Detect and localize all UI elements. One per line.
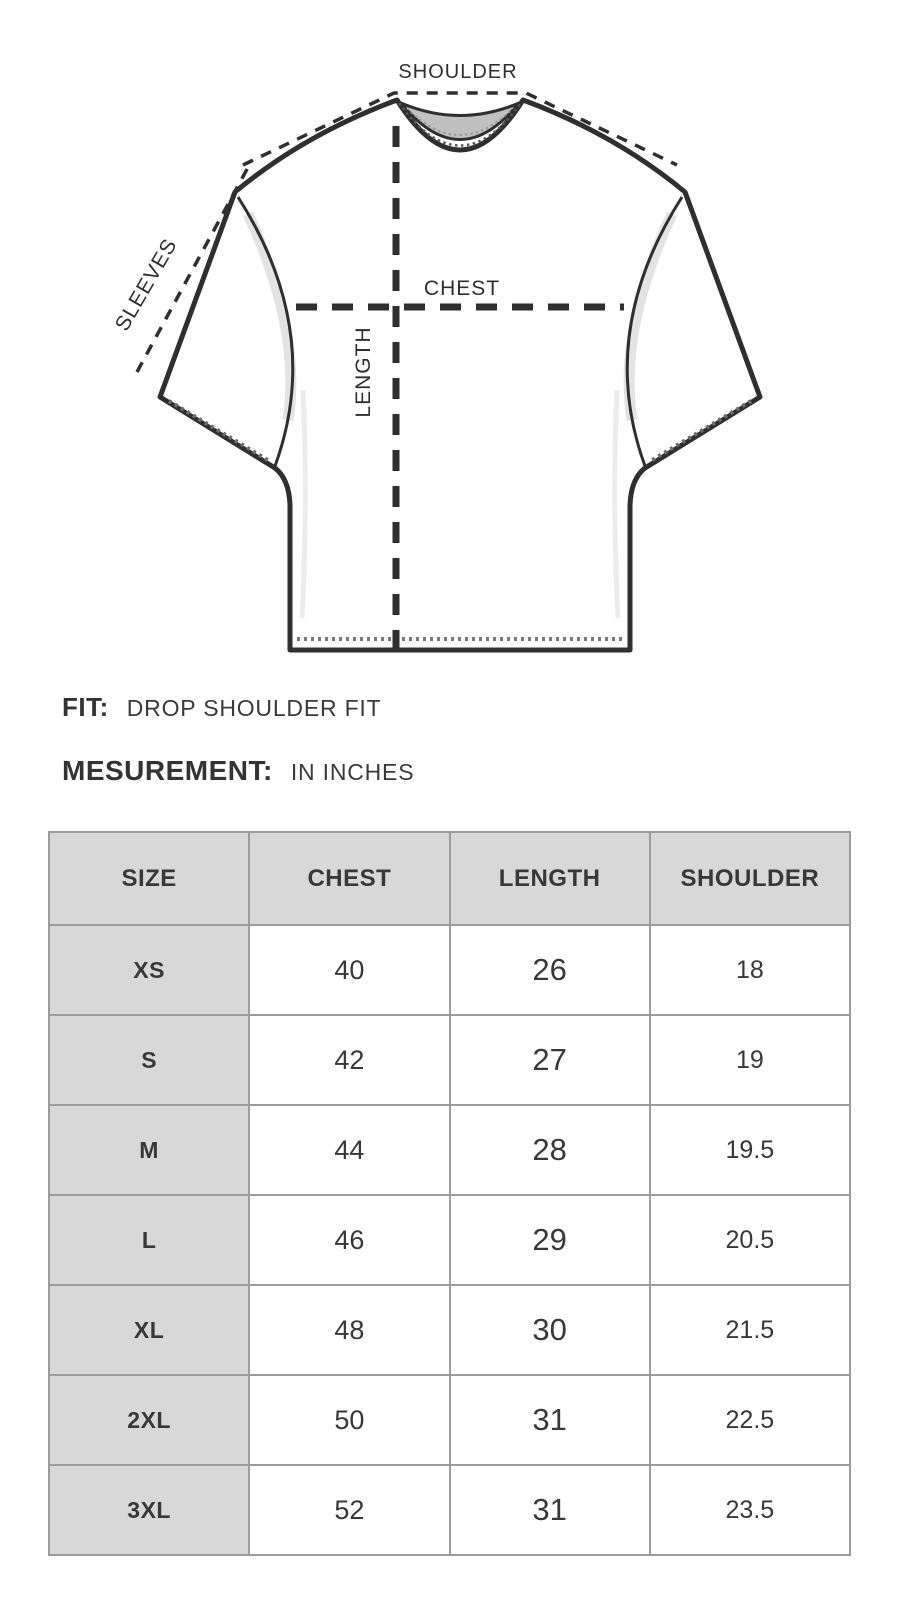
header-size: SIZE bbox=[47, 831, 251, 926]
shoulder-label: SHOULDER bbox=[398, 61, 517, 83]
header-shoulder: SHOULDER bbox=[648, 831, 852, 926]
tshirt-outline bbox=[157, 97, 763, 653]
table-row: 3XL 52 31 23.5 bbox=[47, 1464, 852, 1556]
collar-inner bbox=[399, 101, 521, 141]
chest-cell: 50 bbox=[248, 1374, 451, 1466]
measurement-line: MESUREMENT: IN INCHES bbox=[62, 755, 899, 787]
length-label: LENGTH bbox=[352, 326, 375, 417]
shoulder-cell: 19 bbox=[648, 1014, 852, 1106]
table-row: 2XL 50 31 22.5 bbox=[47, 1374, 852, 1466]
fit-value: DROP SHOULDER FIT bbox=[126, 695, 382, 721]
length-cell: 26 bbox=[448, 924, 651, 1016]
chest-cell: 40 bbox=[248, 924, 451, 1016]
size-cell: M bbox=[47, 1104, 251, 1196]
left-body-crease bbox=[299, 389, 308, 619]
shoulder-cell: 20.5 bbox=[648, 1194, 852, 1286]
length-cell: 27 bbox=[448, 1014, 651, 1106]
table-row: L 46 29 20.5 bbox=[47, 1194, 852, 1286]
measurement-label: MESUREMENT: bbox=[62, 755, 273, 786]
chest-cell: 52 bbox=[248, 1464, 451, 1556]
length-cell: 31 bbox=[448, 1374, 651, 1466]
size-cell: L bbox=[47, 1194, 251, 1286]
chest-cell: 42 bbox=[248, 1014, 451, 1106]
shoulder-measure-line bbox=[242, 91, 678, 167]
sleeves-label: SLEEVES bbox=[111, 235, 182, 335]
shoulder-cell: 23.5 bbox=[648, 1464, 852, 1556]
size-cell: 3XL bbox=[47, 1464, 251, 1556]
shoulder-cell: 21.5 bbox=[648, 1284, 852, 1376]
right-body-crease bbox=[612, 389, 621, 619]
table-row: S 42 27 19 bbox=[47, 1014, 852, 1106]
measurement-value: IN INCHES bbox=[290, 759, 415, 785]
header-chest: CHEST bbox=[248, 831, 451, 926]
table-row: M 44 28 19.5 bbox=[47, 1104, 852, 1196]
shoulder-cell: 18 bbox=[648, 924, 852, 1016]
fit-label: FIT: bbox=[62, 692, 109, 722]
chest-cell: 46 bbox=[248, 1194, 451, 1286]
length-cell: 30 bbox=[448, 1284, 651, 1376]
header-length: LENGTH bbox=[448, 831, 651, 926]
size-cell: XL bbox=[47, 1284, 251, 1376]
shoulder-cell: 19.5 bbox=[648, 1104, 852, 1196]
table-row: XL 48 30 21.5 bbox=[47, 1284, 852, 1376]
shoulder-cell: 22.5 bbox=[648, 1374, 852, 1466]
table-header-row: SIZE CHEST LENGTH SHOULDER bbox=[47, 831, 852, 926]
chest-cell: 44 bbox=[248, 1104, 451, 1196]
sleeves-measure-line bbox=[135, 159, 254, 373]
right-armhole-seam bbox=[625, 196, 684, 467]
length-cell: 31 bbox=[448, 1464, 651, 1556]
size-cell: XS bbox=[47, 924, 251, 1016]
length-cell: 29 bbox=[448, 1194, 651, 1286]
collar-inner-stitch bbox=[406, 107, 514, 136]
table-row: XS 40 26 18 bbox=[47, 924, 852, 1016]
fit-line: FIT: DROP SHOULDER FIT bbox=[62, 692, 899, 723]
chest-cell: 48 bbox=[248, 1284, 451, 1376]
tshirt-measurement-diagram: SHOULDER SLEEVES CHEST LENGTH bbox=[111, 61, 763, 653]
size-cell: S bbox=[47, 1014, 251, 1106]
right-sleeve-hem-stitch bbox=[647, 399, 753, 464]
info-section: FIT: DROP SHOULDER FIT MESUREMENT: IN IN… bbox=[62, 692, 899, 787]
size-chart-table: SIZE CHEST LENGTH SHOULDER XS 40 26 18 S… bbox=[47, 831, 852, 1556]
left-sleeve-hem-stitch bbox=[167, 399, 273, 464]
left-armhole-seam bbox=[236, 196, 295, 467]
size-cell: 2XL bbox=[47, 1374, 251, 1466]
length-cell: 28 bbox=[448, 1104, 651, 1196]
chest-label: CHEST bbox=[424, 277, 500, 300]
